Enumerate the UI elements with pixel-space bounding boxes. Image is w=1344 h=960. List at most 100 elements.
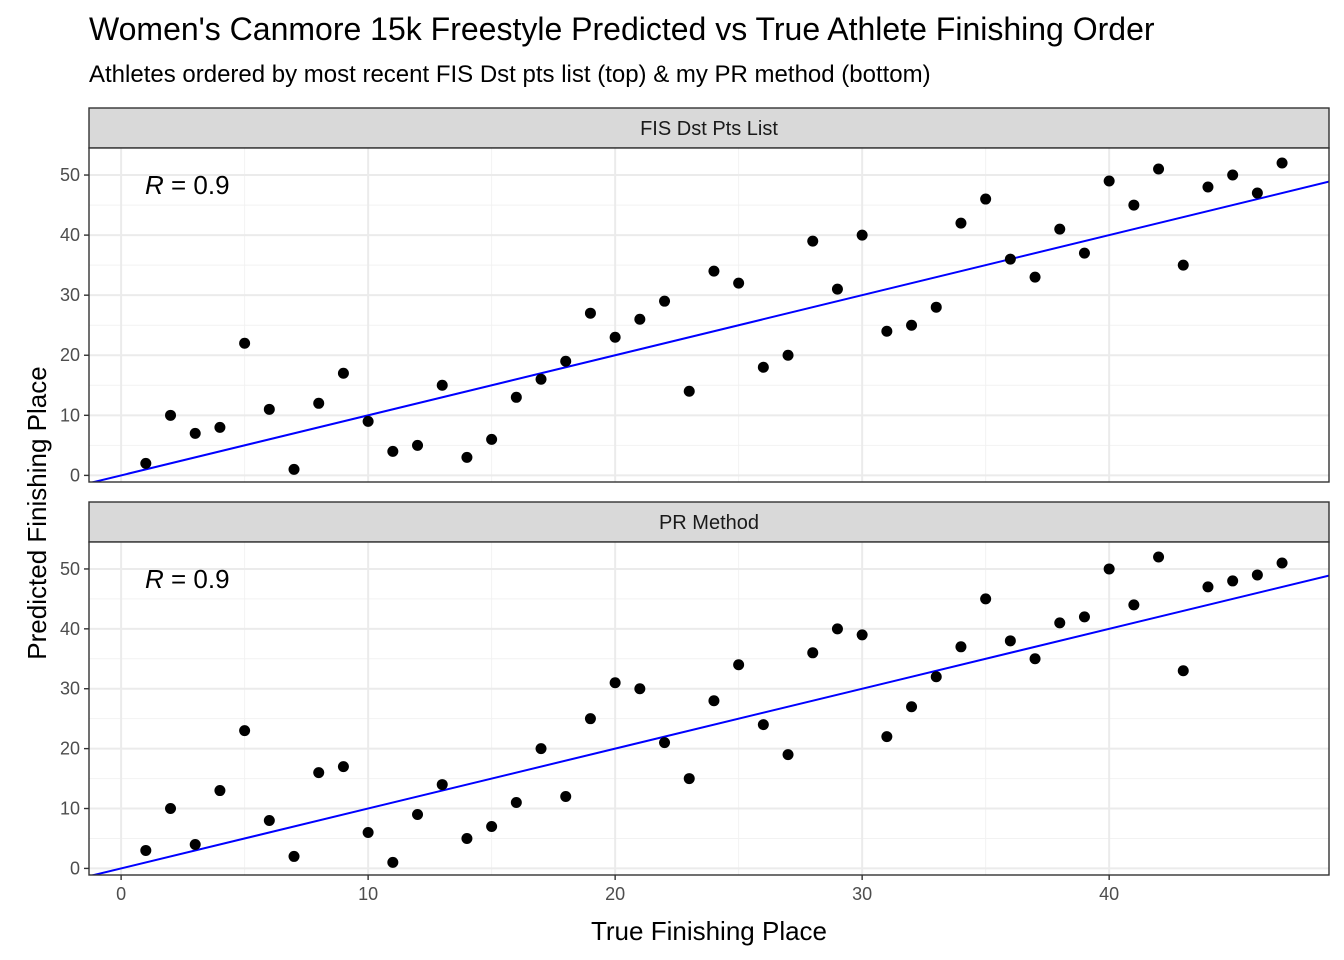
x-axis: 0 10 20 30 40 <box>116 875 1119 904</box>
strip-background <box>88 501 1330 543</box>
data-point <box>263 814 275 826</box>
data-point <box>807 235 819 247</box>
data-point <box>214 421 226 433</box>
data-point <box>461 832 473 844</box>
data-point <box>782 749 794 761</box>
data-point <box>1029 271 1041 283</box>
data-point <box>189 427 201 439</box>
data-point <box>584 307 596 319</box>
y-tick-label: 20 <box>60 345 80 365</box>
data-point <box>1227 575 1239 587</box>
data-point <box>337 367 349 379</box>
x-tick-label: 20 <box>605 884 625 904</box>
data-point <box>930 671 942 683</box>
data-point <box>288 463 300 475</box>
panel-pr-method: PR Method 0 10 20 30 40 50 R = 0.9 <box>60 501 1330 878</box>
data-point <box>881 731 893 743</box>
data-point <box>708 695 720 707</box>
data-point <box>584 713 596 725</box>
data-point <box>733 659 745 671</box>
data-point <box>436 779 448 791</box>
data-point <box>831 283 843 295</box>
data-point <box>683 385 695 397</box>
correlation-value: = 0.9 <box>164 564 230 594</box>
y-axis-title: Predicted Finishing Place <box>22 366 52 659</box>
data-point <box>486 820 498 832</box>
data-point <box>140 844 152 856</box>
x-tick-label: 40 <box>1099 884 1119 904</box>
data-point <box>831 623 843 635</box>
data-point <box>1004 635 1016 647</box>
data-point <box>1153 551 1165 563</box>
data-point <box>683 773 695 785</box>
y-tick-label: 40 <box>60 225 80 245</box>
data-point <box>510 391 522 403</box>
data-point <box>1202 181 1214 193</box>
y-tick-label: 50 <box>60 559 80 579</box>
data-point <box>782 349 794 361</box>
data-point <box>214 785 226 797</box>
data-point <box>362 826 374 838</box>
y-tick-label: 10 <box>60 405 80 425</box>
data-point <box>955 217 967 229</box>
data-point <box>535 743 547 755</box>
data-point <box>1029 653 1041 665</box>
data-point <box>659 737 671 749</box>
chart-subtitle: Athletes ordered by most recent FIS Dst … <box>89 61 931 88</box>
data-point <box>930 301 942 313</box>
data-point <box>1177 665 1189 677</box>
regression-line <box>89 574 1329 875</box>
panel-background <box>89 542 1329 875</box>
correlation-value: = 0.9 <box>164 170 230 200</box>
data-point <box>906 319 918 331</box>
data-point <box>1078 611 1090 623</box>
panel-fis-dst-pts-list: FIS Dst Pts List 0 10 20 30 40 50 R = 0.9 <box>60 107 1330 485</box>
data-point <box>165 409 177 421</box>
y-tick-label: 20 <box>60 739 80 759</box>
data-point <box>1276 157 1288 169</box>
data-point <box>362 415 374 427</box>
panel-background <box>89 148 1329 482</box>
correlation-symbol: R <box>145 564 164 594</box>
data-point <box>461 451 473 463</box>
data-point <box>733 277 745 289</box>
strip-label: PR Method <box>659 512 759 534</box>
data-point <box>288 850 300 862</box>
data-point <box>980 193 992 205</box>
data-point <box>856 629 868 641</box>
y-tick-label: 50 <box>60 165 80 185</box>
data-point <box>189 838 201 850</box>
data-point <box>757 361 769 373</box>
data-point <box>165 803 177 815</box>
data-point <box>560 791 572 803</box>
data-point <box>486 433 498 445</box>
data-point <box>1128 199 1140 211</box>
data-point <box>510 797 522 809</box>
y-tick-label: 0 <box>70 858 80 878</box>
y-tick-label: 0 <box>70 465 80 485</box>
x-axis-title: True Finishing Place <box>591 916 827 946</box>
data-point <box>387 445 399 457</box>
data-point <box>1153 163 1165 175</box>
data-point <box>1227 169 1239 181</box>
data-point <box>856 229 868 241</box>
strip-background <box>88 107 1330 149</box>
y-tick-label: 30 <box>60 285 80 305</box>
panel-border <box>88 147 1330 483</box>
data-point <box>239 337 251 349</box>
data-point <box>757 719 769 731</box>
data-point <box>412 809 424 821</box>
x-tick-label: 10 <box>358 884 378 904</box>
data-point <box>436 379 448 391</box>
correlation-label: R = 0.9 <box>145 170 230 200</box>
data-point <box>387 856 399 868</box>
chart-title: Women's Canmore 15k Freestyle Predicted … <box>89 11 1155 47</box>
data-point <box>609 331 621 343</box>
data-point <box>337 761 349 773</box>
data-point <box>1177 259 1189 271</box>
y-tick-label: 30 <box>60 679 80 699</box>
data-point <box>1103 175 1115 187</box>
data-point <box>881 325 893 337</box>
data-point <box>1202 581 1214 593</box>
